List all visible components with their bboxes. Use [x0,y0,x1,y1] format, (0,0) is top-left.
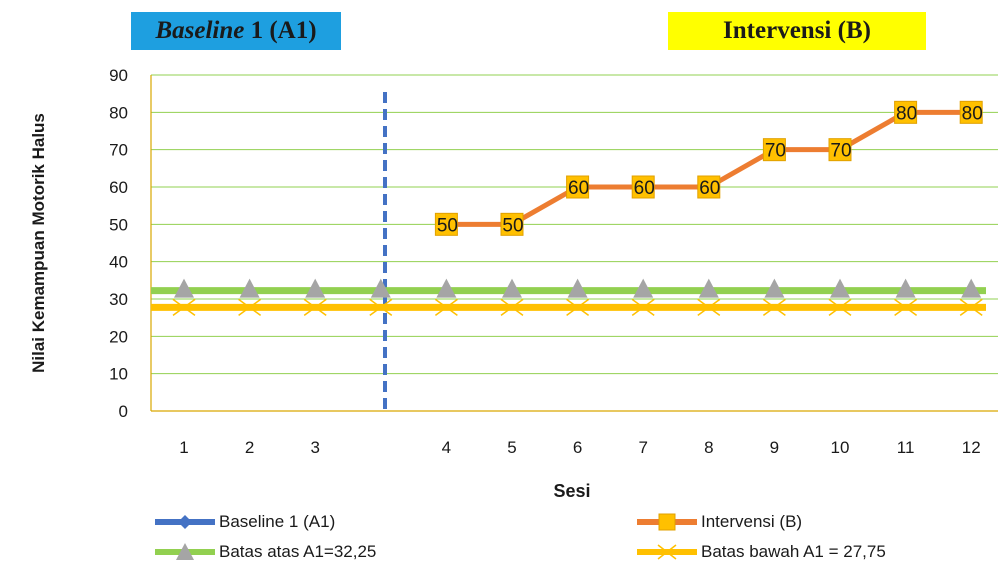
y-tick-label: 50 [109,215,128,234]
data-point [502,278,522,298]
data-point [762,298,786,317]
data-point [828,298,852,317]
data-point [303,298,327,317]
x-axis-title: Sesi [553,481,590,501]
legend-label: Intervensi (B) [701,512,803,531]
x-tick-label: 8 [704,438,713,457]
data-point [894,100,918,124]
data-label: 80 [962,103,983,124]
data-point [697,175,721,199]
data-point [961,278,982,298]
data-point [764,278,785,298]
x-tick-label: 11 [897,438,915,457]
legend-item: Intervensi (B) [637,510,802,534]
legend-label: Batas atas A1=32,25 [219,542,377,561]
legend-item: Batas atas A1=32,25 [155,540,376,564]
legend-label: Batas bawah A1 = 27,75 [701,542,886,561]
data-point [959,298,983,317]
data-point [434,212,458,236]
data-point [369,298,393,317]
data-label: 80 [896,103,917,124]
legend-swatch [637,544,697,560]
legend-marker [658,513,676,531]
y-tick-label: 60 [109,178,128,197]
data-point [828,138,852,162]
y-tick-label: 10 [109,365,128,384]
x-tick-label: 10 [831,438,850,457]
data-point [959,100,983,124]
y-tick-label: 0 [119,402,128,421]
baseline-phase-rest: 1 (A1) [244,17,317,44]
legend-item: Baseline 1 (A1) [155,510,335,534]
data-point [895,278,916,298]
data-point [174,278,194,298]
data-point [567,278,588,298]
x-tick-label: 4 [442,438,451,457]
y-tick-label: 80 [109,103,128,122]
data-label: 50 [502,215,523,236]
data-point [698,278,719,298]
data-point [500,212,524,236]
data-point [370,278,391,298]
y-tick-label: 70 [109,141,128,160]
legend-item: Batas bawah A1 = 27,75 [637,540,886,564]
data-label: 70 [765,141,786,162]
data-label: 60 [568,178,589,199]
data-point [762,138,786,162]
data-label: 70 [830,141,851,162]
legend-swatch [637,513,697,531]
data-label: 60 [699,178,720,199]
data-label: 50 [437,215,458,236]
data-point [633,278,654,298]
y-axis-title: Nilai Kemampuan Motorik Halus [29,113,48,373]
legend-swatch [155,515,215,529]
x-tick-label: 9 [770,438,779,457]
y-tick-label: 30 [109,290,128,309]
data-point [238,298,262,317]
data-point [172,298,196,317]
data-point [239,278,260,298]
x-tick-label: 3 [310,438,319,457]
data-point [894,298,918,317]
y-tick-label: 40 [109,253,128,272]
baseline-phase-italic: Baseline [155,17,245,44]
x-tick-label: 7 [638,438,647,457]
data-point [305,278,326,298]
series-line-1 [446,109,972,227]
data-point [631,298,655,317]
legend-marker [657,544,677,560]
data-point [500,298,524,317]
data-point [436,278,457,298]
y-tick-label: 90 [109,66,128,85]
data-point [697,298,721,317]
legend-marker [176,543,194,560]
legend-swatch [155,543,215,560]
x-tick-label: 5 [507,438,516,457]
data-point [434,298,458,317]
legend-label: Baseline 1 (A1) [219,512,336,531]
y-tick-label: 20 [109,327,128,346]
x-tick-label: 12 [962,438,981,457]
intervention-phase-label: Intervensi (B) [668,12,926,50]
data-label: 60 [634,178,655,199]
x-tick-label: 6 [573,438,582,457]
legend-marker [178,515,192,529]
data-point [566,175,590,199]
data-point [830,278,850,298]
x-tick-label: 2 [245,438,254,457]
data-point [631,175,655,199]
x-tick-label: 1 [179,438,188,457]
baseline-phase-label: Baseline 1 (A1) [131,12,341,50]
data-point [566,298,590,317]
